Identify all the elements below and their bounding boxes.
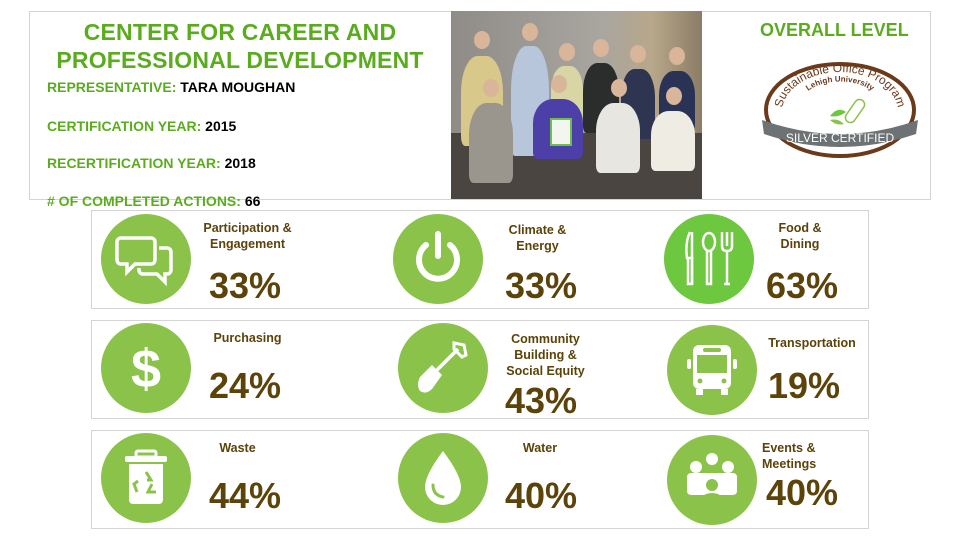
category-percent: 44% <box>209 475 282 516</box>
category-label-line: Community <box>511 332 580 346</box>
category-label-line: Water <box>522 441 558 455</box>
category-label: Water <box>505 440 575 456</box>
category-percent: 19% <box>768 365 841 406</box>
recertification-year-label: RECERTIFICATION YEAR: <box>47 155 221 171</box>
dollar-icon: $ <box>101 323 191 413</box>
representative-label: REPRESENTATIVE: <box>47 79 177 95</box>
category-label-line: Climate & <box>508 223 567 237</box>
category-label-line: Social Equity <box>506 364 585 378</box>
photo-head <box>551 75 567 93</box>
photo-person <box>651 111 695 171</box>
category-label-line: Waste <box>219 441 256 455</box>
category-label: Purchasing <box>200 330 295 346</box>
category-label: Events & Meetings <box>762 440 842 472</box>
power-icon <box>393 214 483 304</box>
badge-graphic: Sustainable Office Program Lehigh Univer… <box>762 61 918 158</box>
svg-text:SILVER CERTIFIED: SILVER CERTIFIED <box>786 131 895 145</box>
category-label-line: Purchasing <box>213 331 282 345</box>
category-label-line: Building & <box>514 348 577 362</box>
category-label-line: Transportation <box>768 336 856 350</box>
completed-actions-value: 66 <box>244 193 261 209</box>
completed-actions-line: # OF COMPLETED ACTIONS: 66 <box>47 193 260 209</box>
completed-actions-label: # OF COMPLETED ACTIONS: <box>47 193 241 209</box>
category-percent: 40% <box>505 475 578 516</box>
group-people-icon <box>667 435 757 525</box>
group-photo <box>451 11 702 199</box>
category-label: Participation & Engagement <box>200 220 295 252</box>
category-label-line: Food & <box>778 221 822 235</box>
photo-person <box>469 103 513 183</box>
category-label-line: Events & <box>762 441 816 455</box>
category-label: Food & Dining <box>760 220 840 252</box>
category-label: Community Building & Social Equity <box>498 331 593 379</box>
certification-year-label: CERTIFICATION YEAR: <box>47 118 202 134</box>
photo-person <box>596 103 640 173</box>
category-label-line: Dining <box>780 237 820 251</box>
photo-head <box>611 79 627 97</box>
shovel-icon <box>398 323 488 413</box>
speech-bubbles-icon <box>101 214 191 304</box>
overall-level-label: OVERALL LEVEL <box>760 20 909 40</box>
category-percent: 40% <box>766 472 839 513</box>
photo-head <box>474 31 490 49</box>
photo-head <box>669 47 685 65</box>
department-title: CENTER FOR CAREER AND PROFESSIONAL DEVEL… <box>56 19 424 73</box>
category-label: Waste <box>200 440 275 456</box>
category-label-line: Energy <box>516 239 559 253</box>
svg-text:$: $ <box>131 339 161 399</box>
photo-head <box>522 23 538 41</box>
photo-head <box>593 39 609 57</box>
category-label-line: Meetings <box>762 457 817 471</box>
water-drop-icon <box>398 433 488 523</box>
category-percent: 63% <box>766 265 839 306</box>
category-percent: 33% <box>505 265 578 306</box>
recertification-year-line: RECERTIFICATION YEAR: 2018 <box>47 155 256 171</box>
certificate <box>550 118 572 146</box>
photo-head <box>559 43 575 61</box>
representative-line: REPRESENTATIVE: TARA MOUGHAN <box>47 79 295 95</box>
category-label: Climate & Energy <box>490 222 585 254</box>
certification-year-line: CERTIFICATION YEAR: 2015 <box>47 118 236 134</box>
category-percent: 33% <box>209 265 282 306</box>
category-percent: 43% <box>505 380 578 421</box>
recycle-bin-icon <box>101 433 191 523</box>
category-label: Transportation <box>767 335 857 351</box>
utensils-icon <box>664 214 754 304</box>
photo-head <box>630 45 646 63</box>
representative-value: TARA MOUGHAN <box>180 79 296 95</box>
category-label-line: Participation & <box>203 221 292 235</box>
photo-head <box>666 87 682 105</box>
bus-icon <box>667 325 757 415</box>
recertification-year-value: 2018 <box>224 155 256 171</box>
silver-certified-badge: Sustainable Office Program Lehigh Univer… <box>760 60 920 160</box>
category-percent: 24% <box>209 365 282 406</box>
photo-head <box>483 79 499 97</box>
category-label-line: Engagement <box>209 237 285 251</box>
certification-year-value: 2015 <box>205 118 237 134</box>
